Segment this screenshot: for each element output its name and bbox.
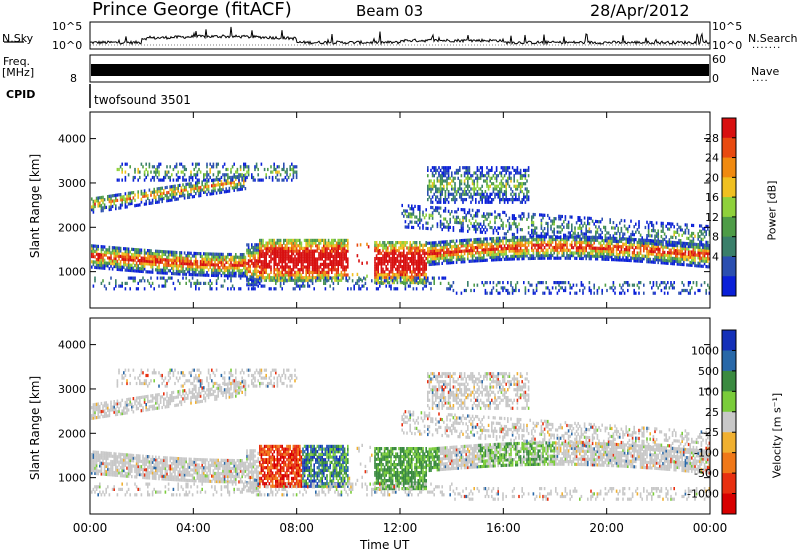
nsky-label: N.Sky — [2, 32, 34, 45]
velocity-cb-tick-label: 25 — [705, 406, 719, 419]
x-axis-label: Time UT — [360, 538, 410, 552]
power-colorbar: 28 24 20 16 12 8 4 — [705, 117, 737, 297]
power-panel: 1000 2000 3000 4000 — [58, 111, 711, 309]
power-cb-tick-label: 8 — [712, 231, 719, 244]
velocity-cb-tick-label: -1000 — [687, 488, 719, 501]
x-tick-label: 08:00 — [279, 521, 314, 535]
x-tick-label: 00:00 — [693, 521, 728, 535]
power-cb-tick-label: 4 — [712, 250, 719, 263]
noise-left-tick-bottom: 10^0 — [52, 39, 82, 52]
noise-right-tick-top: 10^5 — [712, 20, 742, 33]
x-tick-label: 00:00 — [73, 521, 108, 535]
beam-label: Beam 03 — [356, 2, 424, 20]
power-cb-swatch — [722, 137, 736, 159]
velocity-cb-tick-label: -25 — [701, 426, 719, 439]
velocity-cells — [91, 368, 711, 501]
power-cb-tick-label: 28 — [705, 132, 719, 145]
velocity-panel: 1000 2000 3000 4000 — [58, 317, 711, 515]
power-ylabel: Slant Range [km] — [28, 153, 42, 259]
power-colorbar-label: Power [dB] — [765, 180, 779, 241]
cpid-value: twofsound 3501 — [94, 93, 191, 107]
nsearch-dots: ······· — [752, 43, 782, 54]
velocity-cb-swatch — [722, 493, 736, 515]
power-cb-swatch — [722, 256, 736, 277]
noise-sky-line — [89, 26, 711, 46]
velocity-cb-swatch — [722, 473, 736, 495]
power-cb-swatch — [722, 157, 736, 178]
freq-left-tick: 8 — [70, 72, 77, 85]
frequency-panel: 8 60 0 — [70, 53, 726, 108]
power-cb-swatch — [722, 216, 736, 238]
power-cb-swatch — [722, 276, 736, 297]
velocity-cb-swatch — [722, 452, 736, 474]
power-outline — [89, 111, 711, 309]
power-cb-tick-label: 12 — [705, 211, 719, 224]
power-cb-tick-label: 16 — [705, 191, 719, 204]
nsearch-label: N.Search — [748, 32, 798, 45]
velocity-outline — [89, 317, 711, 515]
power-cb-swatch — [722, 236, 736, 257]
velocity-cb-swatch — [722, 330, 736, 351]
velocity-cb-tick-label: 100 — [698, 385, 719, 398]
freq-label: Freq. — [3, 55, 31, 68]
noise-panel: 10^5 10^0 10^5 10^0 — [4, 20, 742, 52]
power-cb-tick-label: 20 — [705, 171, 719, 184]
velocity-ylabel: Slant Range [km] — [28, 375, 42, 481]
freq-unit-label: [MHz] — [2, 66, 35, 79]
velocity-colorbar-label: Velocity [m s⁻¹] — [770, 392, 784, 479]
freq-band — [91, 64, 709, 76]
noise-right-tick-bottom: 10^0 — [712, 39, 742, 52]
velocity-cb-tick-label: -500 — [694, 467, 719, 480]
velocity-cb-swatch — [722, 391, 736, 413]
velocity-cb-swatch — [722, 350, 736, 372]
station-title: Prince George (fitACF) — [92, 0, 292, 20]
x-tick-label: 20:00 — [589, 521, 624, 535]
velocity-cb-tick-label: -100 — [694, 447, 719, 460]
power-cells — [91, 162, 711, 295]
velocity-ytick-label: 1000 — [58, 472, 86, 485]
power-cb-swatch — [722, 177, 736, 198]
velocity-cb-swatch — [722, 432, 736, 454]
x-tick-label: 04:00 — [176, 521, 211, 535]
power-ytick-label: 2000 — [58, 221, 86, 234]
freq-right-tick-top: 60 — [712, 53, 726, 66]
velocity-colorbar: 1000 500 100 25 -25 -100 -500 -1000 — [687, 329, 737, 515]
noise-left-tick-top: 10^5 — [52, 20, 82, 33]
velocity-cb-tick-label: 500 — [698, 365, 719, 378]
velocity-ytick-label: 4000 — [58, 339, 86, 352]
velocity-ytick-label: 3000 — [58, 383, 86, 396]
nave-label: Nave — [751, 65, 780, 78]
power-cb-swatch — [722, 118, 736, 139]
power-ytick-label: 4000 — [58, 133, 86, 146]
velocity-cb-frame — [721, 329, 737, 515]
power-ytick-label: 3000 — [58, 177, 86, 190]
power-cb-frame — [721, 117, 737, 297]
power-cb-tick-label: 24 — [705, 152, 719, 165]
velocity-cb-swatch — [722, 370, 736, 392]
freq-right-tick-bottom: 0 — [712, 72, 719, 85]
power-cb-swatch — [722, 197, 736, 218]
velocity-cb-tick-label: 1000 — [691, 344, 719, 357]
velocity-cb-swatch — [722, 411, 736, 433]
nave-dots: ···· — [752, 76, 769, 87]
x-tick-label: 12:00 — [383, 521, 418, 535]
power-ytick-label: 1000 — [58, 266, 86, 279]
x-tick-label: 16:00 — [486, 521, 521, 535]
date-label: 28/Apr/2012 — [590, 1, 690, 20]
velocity-ytick-label: 2000 — [58, 427, 86, 440]
cpid-label: CPID — [6, 88, 36, 101]
